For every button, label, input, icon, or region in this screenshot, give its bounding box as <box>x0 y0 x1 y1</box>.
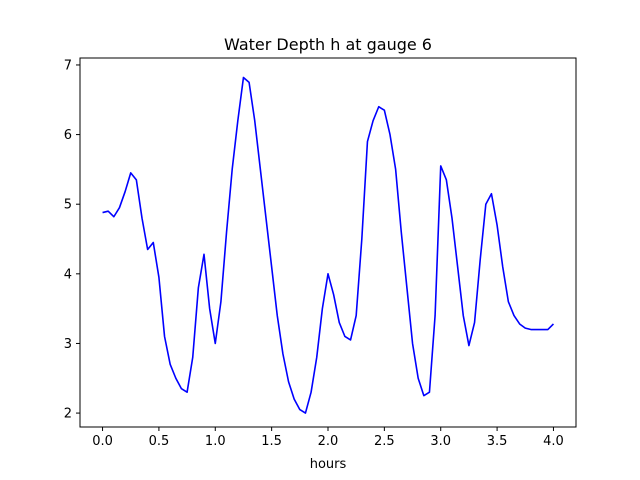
x-tick-label: 0.5 <box>149 434 170 449</box>
y-tick-label: 6 <box>64 128 72 143</box>
x-tick-label: 1.5 <box>261 434 282 449</box>
x-axis: 0.0 0.5 1.0 1.5 2.0 2.5 3.0 3.5 4.0 <box>92 427 564 449</box>
y-tick-label: 4 <box>64 267 72 282</box>
x-tick-label: 4.0 <box>543 434 564 449</box>
series-line-1 <box>102 76 555 414</box>
x-axis-label: hours <box>310 457 347 472</box>
x-tick-label: 2.5 <box>374 434 395 449</box>
plot-area <box>102 76 555 414</box>
x-tick-label: 1.0 <box>205 434 226 449</box>
y-tick-label: 2 <box>64 407 72 422</box>
x-tick-label: 3.5 <box>487 434 508 449</box>
x-tick-label: 2.0 <box>318 434 339 449</box>
y-axis: 2 3 4 5 6 7 <box>64 58 80 422</box>
y-tick-label: 5 <box>64 198 72 213</box>
y-tick-label: 3 <box>64 337 72 352</box>
chart-title: Water Depth h at gauge 6 <box>224 35 432 54</box>
x-tick-label: 0.0 <box>92 434 113 449</box>
x-tick-label: 3.0 <box>430 434 451 449</box>
y-tick-label: 7 <box>64 58 72 73</box>
